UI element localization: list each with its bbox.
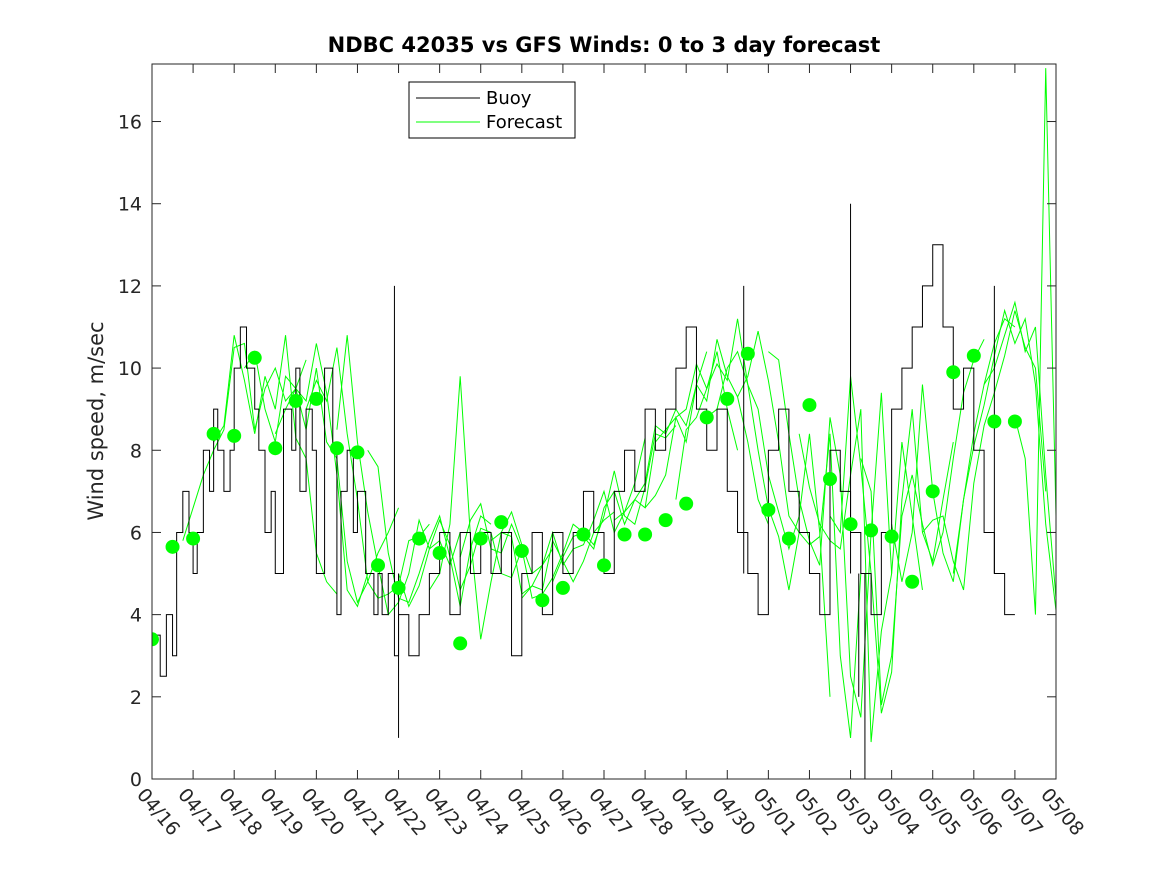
legend-box [408,81,576,139]
analysis-marker-18 [514,543,529,558]
analysis-marker-42 [1007,414,1022,429]
analysis-marker-39 [946,365,961,380]
analysis-marker-6 [268,441,283,456]
y-tick-label-7: 14 [118,194,142,216]
analysis-marker-30 [761,502,776,517]
y-tick-label-0: 0 [130,769,142,791]
analysis-marker-1 [165,539,180,554]
forecast-series-line-24 [922,310,1047,591]
legend-buoy-label: Buoy [486,88,532,109]
forecast-series-line-15 [644,339,769,525]
y-tick-label-2: 4 [130,605,142,627]
analysis-marker-5 [247,350,262,365]
plot-area [152,68,1056,779]
analysis-marker-29 [740,346,755,361]
analysis-marker-19 [535,593,550,608]
analysis-marker-4 [227,428,242,443]
chart-title: NDBC 42035 vs GFS Winds: 0 to 3 day fore… [328,33,881,57]
analysis-marker-33 [823,472,837,487]
analysis-marker-25 [658,513,673,528]
analysis-marker-40 [966,348,981,363]
analysis-marker-23 [617,527,632,542]
analysis-marker-0 [152,632,159,647]
analysis-marker-24 [638,527,653,542]
analysis-marker-35 [864,523,879,538]
analysis-marker-16 [473,531,488,546]
analysis-marker-26 [679,496,694,511]
forecast-series-line-20 [798,409,923,743]
forecast-series-line-27 [1014,68,1056,615]
analysis-marker-7 [288,393,303,408]
analysis-marker-8 [309,391,324,406]
analysis-marker-38 [925,484,940,499]
analysis-marker-32 [802,398,817,413]
analysis-marker-22 [597,558,611,573]
forecast-series-line-16 [675,318,800,591]
y-tick-label-6: 12 [118,276,142,298]
analysis-marker-31 [781,531,796,546]
y-tick-label-4: 8 [130,440,142,462]
legend-forecast-label: Forecast [486,112,562,133]
analysis-marker-15 [453,636,468,651]
analysis-marker-37 [905,574,920,589]
analysis-marker-13 [412,531,427,546]
y-axis-label: Wind speed, m/sec [84,321,108,520]
y-tick-label-5: 10 [118,358,142,380]
analysis-marker-36 [884,529,899,544]
analysis-marker-11 [371,558,385,573]
forecast-series-line-2 [244,343,369,608]
analysis-marker-34 [843,517,858,532]
y-tick-label-1: 2 [130,687,142,709]
analysis-marker-9 [329,441,344,456]
forecast-series-line-4 [305,347,430,599]
forecast-series-line-26 [983,300,1056,600]
analysis-marker-41 [987,414,1002,429]
legend: Buoy Forecast [408,81,576,139]
y-tick-label-8: 16 [118,112,142,134]
analysis-marker-3 [206,426,221,441]
analysis-marker-20 [555,580,570,595]
buoy-series-line [152,244,1015,677]
analysis-marker-17 [494,515,509,530]
analysis-marker-2 [186,531,201,546]
analysis-marker-27 [699,410,714,425]
plot-clipped-group [152,68,1056,779]
y-tick-label-3: 6 [130,522,142,544]
analysis-marker-14 [432,545,447,560]
analysis-marker-10 [350,445,365,460]
analysis-marker-12 [391,580,406,595]
analysis-marker-21 [576,527,591,542]
analysis-marker-28 [720,391,735,406]
